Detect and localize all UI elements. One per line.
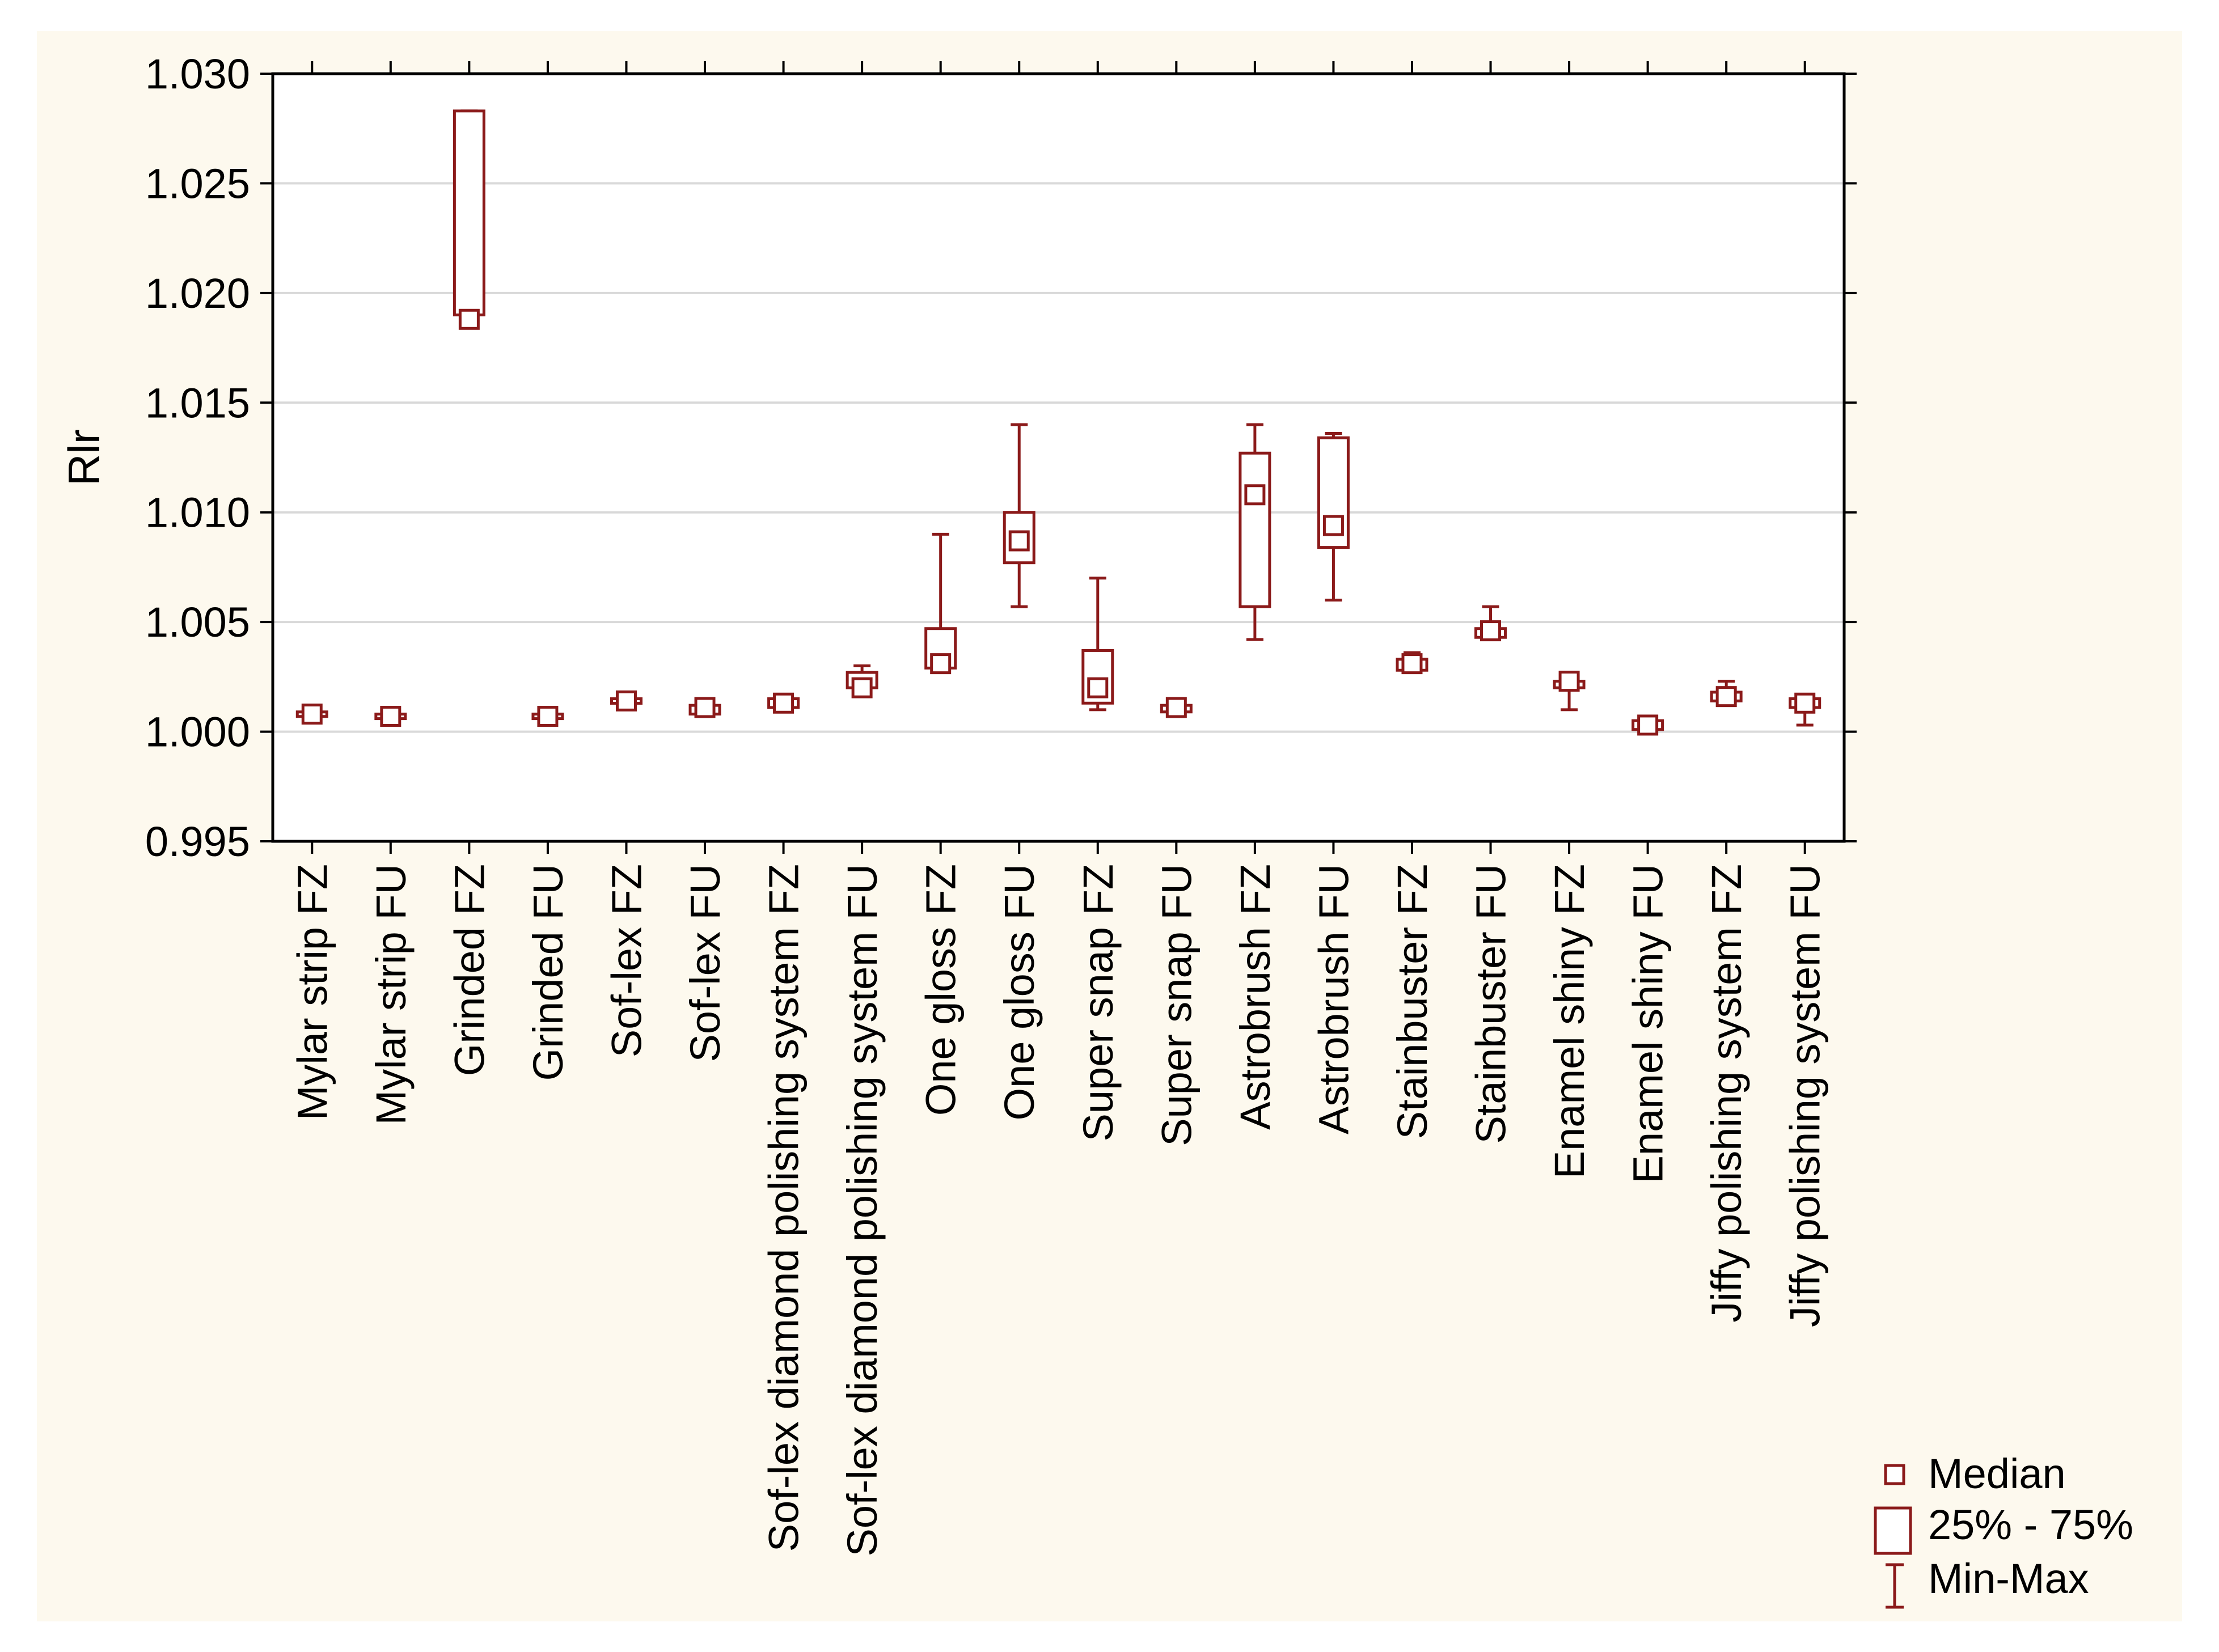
legend-median-symbol [1884, 1464, 1905, 1485]
plot-frame [271, 72, 1846, 843]
y-tick-label: 1.005 [145, 599, 250, 646]
box-3 [453, 109, 485, 330]
x-tick-label: Jiffy polishing system FU [1782, 864, 1829, 1327]
median-marker [1165, 697, 1187, 718]
x-tick-label: Sof-lex diamond polishing system FZ [760, 864, 808, 1552]
median-marker [1322, 515, 1344, 536]
y-tick-label: 1.000 [145, 709, 250, 756]
legend-range-label: Min-Max [1928, 1555, 2089, 1602]
box-18 [1632, 714, 1664, 736]
box-6 [688, 697, 721, 718]
box-8 [846, 664, 878, 698]
box-15 [1396, 651, 1428, 675]
median-marker [930, 653, 952, 675]
box-13 [1239, 423, 1271, 641]
median-marker [537, 705, 559, 727]
x-tick-label: Sof-lex FZ [603, 864, 650, 1057]
median-marker [773, 692, 794, 714]
legend-iqr-symbol [1874, 1506, 1912, 1555]
y-tick-label: 1.030 [145, 50, 250, 98]
x-tick-label: Stainbuster FZ [1389, 864, 1436, 1139]
box-14 [1317, 431, 1350, 602]
x-tick-label: Mylar strip FZ [289, 864, 336, 1120]
x-tick-label: Super snap FU [1153, 864, 1200, 1146]
median-marker [851, 677, 873, 698]
median-marker [1715, 686, 1737, 708]
x-axis: Mylar strip FZ Mylar strip FU Grinded FZ Gr… [289, 61, 1829, 1557]
x-tick-label: Mylar strip FU [367, 864, 415, 1125]
x-tick-label: Sof-lex diamond polishing system FU [839, 864, 886, 1557]
median-marker [1008, 530, 1030, 552]
x-tick-label: One gloss FU [996, 864, 1043, 1120]
y-tick-label: 1.015 [145, 379, 250, 426]
x-tick-label: Enamel shiny FZ [1546, 864, 1593, 1179]
x-tick-label: Astrobrush FZ [1232, 864, 1279, 1130]
box-2 [374, 705, 407, 727]
chart-panel: 0.995 1.000 1.005 1.010 1.015 1.020 1.025 1.030… [37, 31, 2182, 1621]
legend-median-label: Median [1928, 1450, 2066, 1497]
box-12 [1160, 697, 1193, 718]
y-tick-label: 0.995 [145, 818, 250, 865]
median-marker [1480, 620, 1502, 642]
median-marker [301, 704, 323, 725]
box-5 [610, 690, 643, 711]
x-tick-label: Super snap FZ [1075, 864, 1122, 1141]
x-tick-label: Stainbuster FU [1468, 864, 1515, 1144]
box-11 [1081, 577, 1114, 711]
x-tick-label: Enamel shiny FU [1625, 864, 1672, 1183]
box-1 [295, 704, 328, 725]
box-9 [924, 532, 957, 675]
median-marker [1087, 677, 1109, 698]
box-20 [1789, 692, 1821, 727]
x-tick-label: Sof-lex FU [682, 864, 729, 1062]
median-marker [615, 690, 637, 711]
legend-iqr-label: 25% - 75% [1928, 1501, 2133, 1548]
median-marker [458, 308, 480, 330]
box-10 [1003, 423, 1035, 608]
y-axis-label: Rlr [59, 429, 109, 486]
x-tick-label: Grinded FU [525, 864, 572, 1081]
median-marker [1401, 653, 1423, 675]
x-tick-label: Grinded FZ [446, 864, 493, 1076]
y-tick-label: 1.010 [145, 489, 250, 536]
y-tick-label: 1.020 [145, 270, 250, 317]
median-marker [1794, 692, 1816, 714]
box-16 [1474, 605, 1507, 642]
iqr-box [453, 109, 485, 317]
boxplot-chart: 0.995 1.000 1.005 1.010 1.015 1.020 1.025 1.030… [37, 31, 2182, 1621]
median-marker [1244, 484, 1266, 506]
boxes [295, 109, 1821, 736]
median-marker [1558, 671, 1580, 692]
y-tick-label: 1.025 [145, 160, 250, 207]
box-19 [1710, 680, 1743, 708]
median-marker [380, 705, 401, 727]
box-4 [531, 705, 564, 727]
x-tick-label: Astrobrush FU [1310, 864, 1357, 1134]
plot-area [273, 74, 1844, 841]
y-axis: 0.995 1.000 1.005 1.010 1.015 1.020 1.025 1.030 [145, 50, 1857, 865]
x-tick-label: Jiffy polishing system FZ [1703, 864, 1750, 1323]
box-7 [767, 692, 800, 714]
median-marker [694, 697, 716, 718]
x-tick-label: One gloss FZ [918, 864, 965, 1116]
iqr-box [1239, 451, 1271, 608]
grid-lines [273, 182, 1844, 733]
box-17 [1553, 671, 1586, 711]
median-marker [1637, 714, 1659, 736]
